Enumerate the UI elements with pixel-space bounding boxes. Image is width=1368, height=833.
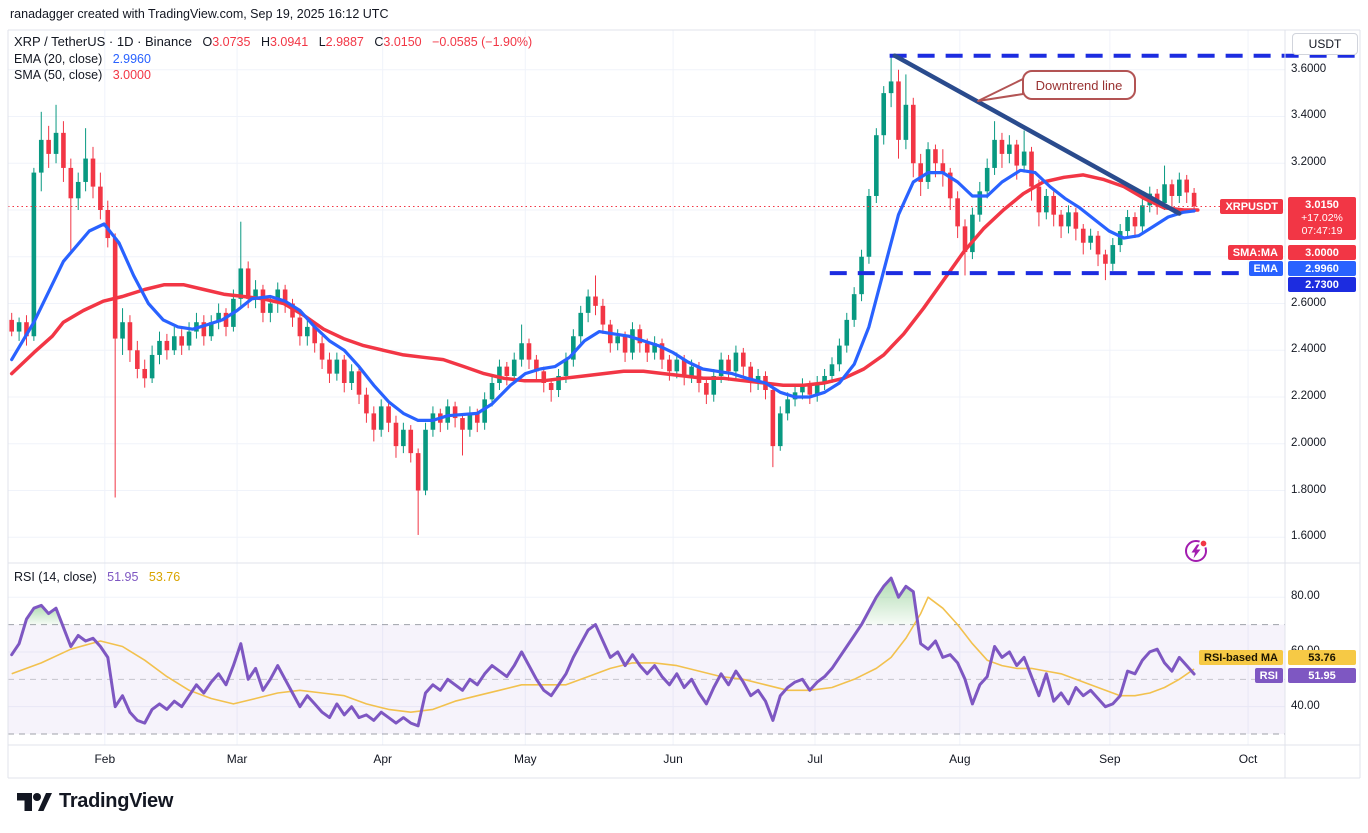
tradingview-logo-text: TradingView <box>59 789 174 812</box>
rsi-axis-tick[interactable]: 80.00 <box>1291 590 1320 603</box>
time-axis-label-apr[interactable]: Apr <box>373 752 393 766</box>
time-axis-label-mar[interactable]: Mar <box>226 752 248 766</box>
rsi-overbought-fill <box>861 578 918 625</box>
ohlc-high-letter: H <box>260 35 270 49</box>
ohlc-low-value: 2.9887 <box>325 35 364 49</box>
time-axis-label-feb[interactable]: Feb <box>94 752 116 766</box>
rsi-legend-row[interactable]: RSI (14, close) 51.95 53.76 <box>14 570 180 584</box>
candles <box>9 55 1197 535</box>
rsi-ma-value-badge: 53.76 <box>1288 650 1356 665</box>
time-axis-label-jun[interactable]: Jun <box>663 752 683 766</box>
time-axis-label-aug[interactable]: Aug <box>949 752 971 766</box>
rsi-label: RSI (14, close) <box>14 570 97 584</box>
time-axis-label-jul[interactable]: Jul <box>807 752 823 766</box>
downtrend-trendline <box>892 53 1182 216</box>
ohlc-open-letter: O <box>202 35 213 49</box>
time-axis-label-may[interactable]: May <box>513 752 537 766</box>
sma-legend-row[interactable]: SMA (50, close) 3.0000 <box>14 68 532 84</box>
last-price: 3.0150 <box>1305 199 1339 211</box>
bar-countdown: 07:47:19 <box>1301 225 1343 237</box>
sma-label-chip: SMA:MA <box>1227 245 1283 260</box>
flash-icon[interactable] <box>1183 538 1209 564</box>
daily-change: −0.0585 (−1.90%) <box>432 35 533 49</box>
price-axis-tick[interactable]: 2.4000 <box>1291 343 1327 356</box>
ohlc-close-value: 3.0150 <box>383 35 422 49</box>
rsi-label-chip: RSI <box>1254 668 1283 683</box>
price-axis-tick[interactable]: 1.6000 <box>1291 530 1327 543</box>
ema-price-badge: 2.9960 <box>1288 261 1356 276</box>
sma-value: 3.0000 <box>112 68 151 82</box>
ohlc-open-value: 3.0735 <box>212 35 251 49</box>
currency-unit-button[interactable]: USDT <box>1292 33 1358 55</box>
price-axis-tick[interactable]: 2.2000 <box>1291 390 1327 403</box>
price-axis-tick[interactable]: 3.6000 <box>1291 62 1327 75</box>
change-percent: +17.02% <box>1301 212 1343 224</box>
symbol-legend-row[interactable]: XRP / TetherUS · 1D · Binance O3.0735 H3… <box>14 34 532 51</box>
ema-value: 2.9960 <box>112 51 151 66</box>
sma-label: SMA (50, close) <box>14 68 103 82</box>
price-axis-tick[interactable]: 3.4000 <box>1291 109 1327 122</box>
ohlc-high-value: 3.0941 <box>269 35 309 49</box>
tradingview-logo-mark <box>17 793 52 811</box>
ohlc-close-letter: C <box>374 35 384 49</box>
ema-label-chip: EMA <box>1248 261 1283 276</box>
time-axis-label-oct[interactable]: Oct <box>1238 752 1258 766</box>
price-axis-tick[interactable]: 3.2000 <box>1291 156 1327 169</box>
symbol-title: XRP / TetherUS · 1D · Binance <box>14 34 192 49</box>
downtrend-callout-tail <box>977 78 1024 102</box>
price-axis-tick[interactable]: 1.8000 <box>1291 483 1327 496</box>
ema-legend-row[interactable]: EMA (20, close) 2.9960 <box>14 52 532 68</box>
tradingview-logo[interactable]: TradingView <box>16 788 173 814</box>
ema-label: EMA (20, close) <box>14 51 103 66</box>
ohlc-low-letter: L <box>318 35 326 49</box>
downtrend-callout[interactable]: Downtrend line <box>1022 70 1136 100</box>
watermark-attribution: ranadagger created with TradingView.com,… <box>10 7 389 21</box>
symbol-price-badge: 3.0150 +17.02% 07:47:19 <box>1288 197 1356 240</box>
time-axis-label-sep[interactable]: Sep <box>1099 752 1121 766</box>
rsi-ma-label-chip: RSI-based MA <box>1199 650 1283 665</box>
sma-price-badge: 3.0000 <box>1288 245 1356 260</box>
rsi-value: 51.95 <box>107 570 139 584</box>
chart-legend: XRP / TetherUS · 1D · Binance O3.0735 H3… <box>14 34 532 85</box>
rsi-ma-line <box>11 596 1195 714</box>
sma-50-line <box>9 173 1200 388</box>
rsi-value-badge: 51.95 <box>1288 668 1356 683</box>
rsi-axis-tick[interactable]: 40.00 <box>1291 699 1320 712</box>
support-level-price-badge: 2.7300 <box>1288 277 1356 292</box>
rsi-line <box>10 576 1196 728</box>
price-axis-tick[interactable]: 2.0000 <box>1291 436 1327 449</box>
price-axis-tick[interactable]: 2.6000 <box>1291 296 1327 309</box>
symbol-price-label-chip: XRPUSDT <box>1220 199 1283 214</box>
ema-20-line <box>10 168 1196 422</box>
rsi-ma-value: 53.76 <box>148 570 181 584</box>
